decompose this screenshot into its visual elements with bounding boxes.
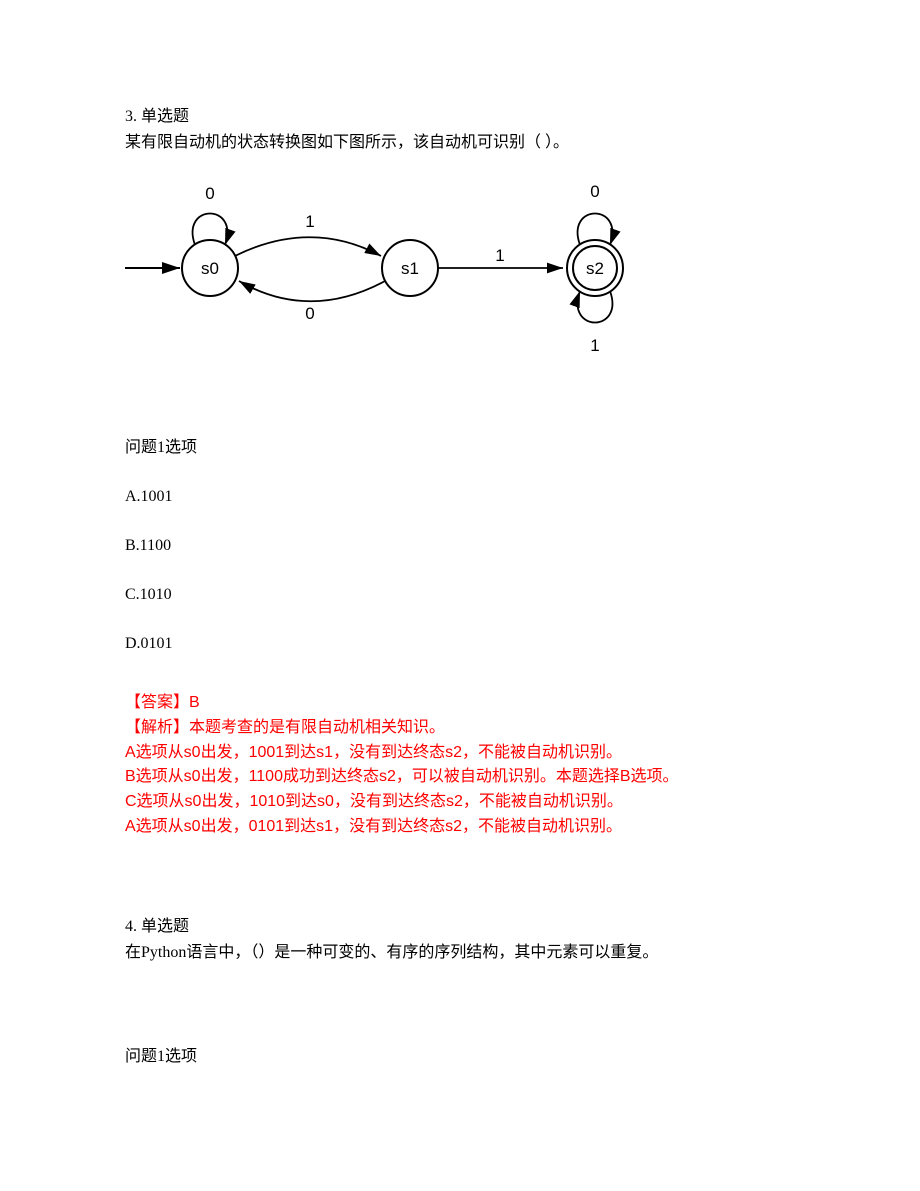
edge-s0-s1-label: 1 — [305, 212, 314, 231]
q3-option-a: A.1001 — [125, 485, 795, 509]
q4-number: 4. 单选题 — [125, 915, 795, 939]
answer-line6: A选项从s0出发，0101到达s1，没有到达终态s2，不能被自动机识别。 — [125, 815, 795, 840]
edge-s1-s2-label: 1 — [495, 246, 504, 265]
node-s0-label: s0 — [201, 259, 219, 278]
answer-line4: B选项从s0出发，1100成功到达终态s2，可以被自动机识别。本题选择B选项。 — [125, 765, 795, 790]
edge-s2-s2-top-label: 0 — [590, 182, 599, 201]
q3-option-d: D.0101 — [125, 632, 795, 656]
edge-s1-s0 — [239, 281, 385, 301]
edge-s2-s2-bot-label: 1 — [590, 336, 599, 355]
automaton-diagram: s0 0 1 0 s1 1 s2 0 1 — [125, 163, 795, 381]
q4-text: 在Python语言中，（）是一种可变的、有序的序列结构，其中元素可以重复。 — [125, 941, 795, 965]
edge-s1-s0-label: 0 — [305, 304, 314, 323]
node-s2-label: s2 — [586, 259, 604, 278]
answer-line5: C选项从s0出发，1010到达s0，没有到达终态s2，不能被自动机识别。 — [125, 790, 795, 815]
q3-text: 某有限自动机的状态转换图如下图所示，该自动机可识别（ ）。 — [125, 131, 795, 155]
answer-line2: 【解析】本题考查的是有限自动机相关知识。 — [125, 716, 795, 741]
node-s1-label: s1 — [401, 259, 419, 278]
edge-s0-s0-label: 0 — [205, 184, 214, 203]
answer-line3: A选项从s0出发，1001到达s1，没有到达终态s2，不能被自动机识别。 — [125, 741, 795, 766]
q3-option-c: C.1010 — [125, 583, 795, 607]
q3-option-b: B.1100 — [125, 534, 795, 558]
q4-section-label: 问题1选项 — [125, 1045, 795, 1069]
q3-answer-block: 【答案】B 【解析】本题考查的是有限自动机相关知识。 A选项从s0出发，1001… — [125, 691, 795, 840]
q3-number: 3. 单选题 — [125, 105, 795, 129]
q3-section-label: 问题1选项 — [125, 436, 795, 460]
edge-s0-s1 — [235, 237, 381, 256]
answer-line1: 【答案】B — [125, 691, 795, 716]
